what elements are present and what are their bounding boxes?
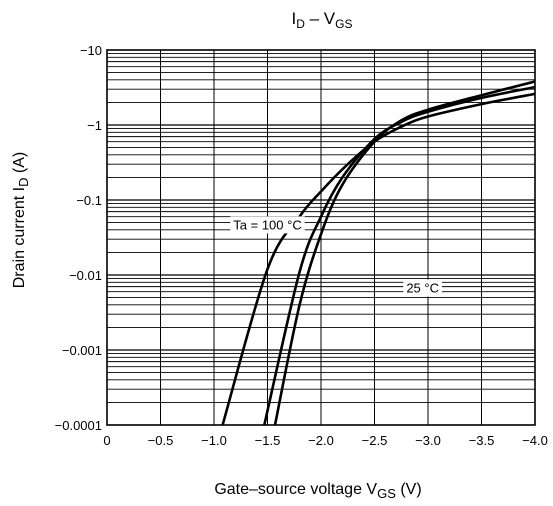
y-axis-label: Drain current ID (A) (11, 152, 31, 289)
x-tick-label: −2.5 (362, 433, 388, 448)
y-tick-labels: −0.0001 −0.001 −0.01 −0.1 −1 −10 (55, 43, 102, 433)
x-tick-label: −3.5 (469, 433, 495, 448)
annotations: Ta = 100 °C 25 °C (230, 216, 442, 297)
x-tick-label: −3.0 (415, 433, 441, 448)
x-tick-label: −1.0 (201, 433, 227, 448)
annotation-background (230, 216, 305, 234)
y-tick-label: −1 (87, 118, 102, 133)
data-series (221, 80, 536, 426)
x-tick-label: −1.5 (255, 433, 281, 448)
series-line-3 (273, 80, 536, 426)
annotation-label: 25 °C (406, 280, 439, 295)
series-line-2 (263, 85, 536, 426)
y-tick-label: −0.01 (69, 268, 102, 283)
x-tick-label: −2.0 (308, 433, 334, 448)
x-tick-label: −0.5 (148, 433, 174, 448)
y-tick-label: −10 (80, 43, 102, 58)
series-line-1 (221, 92, 536, 426)
x-tick-labels: 0 −0.5 −1.0 −1.5 −2.0 −2.5 −3.0 −3.5 −4.0 (103, 433, 547, 448)
y-tick-label: −0.0001 (55, 418, 102, 433)
y-tick-label: −0.001 (62, 343, 102, 358)
chart-title: ID – VGS (292, 9, 353, 31)
y-tick-label: −0.1 (76, 193, 102, 208)
plot-frame (106, 49, 536, 426)
x-axis-label: Gate–source voltage VGS (V) (214, 481, 421, 501)
annotation-background (403, 279, 442, 297)
annotation-label: Ta = 100 °C (233, 217, 301, 232)
x-tick-label: 0 (103, 433, 110, 448)
x-tick-label: −4.0 (522, 433, 548, 448)
